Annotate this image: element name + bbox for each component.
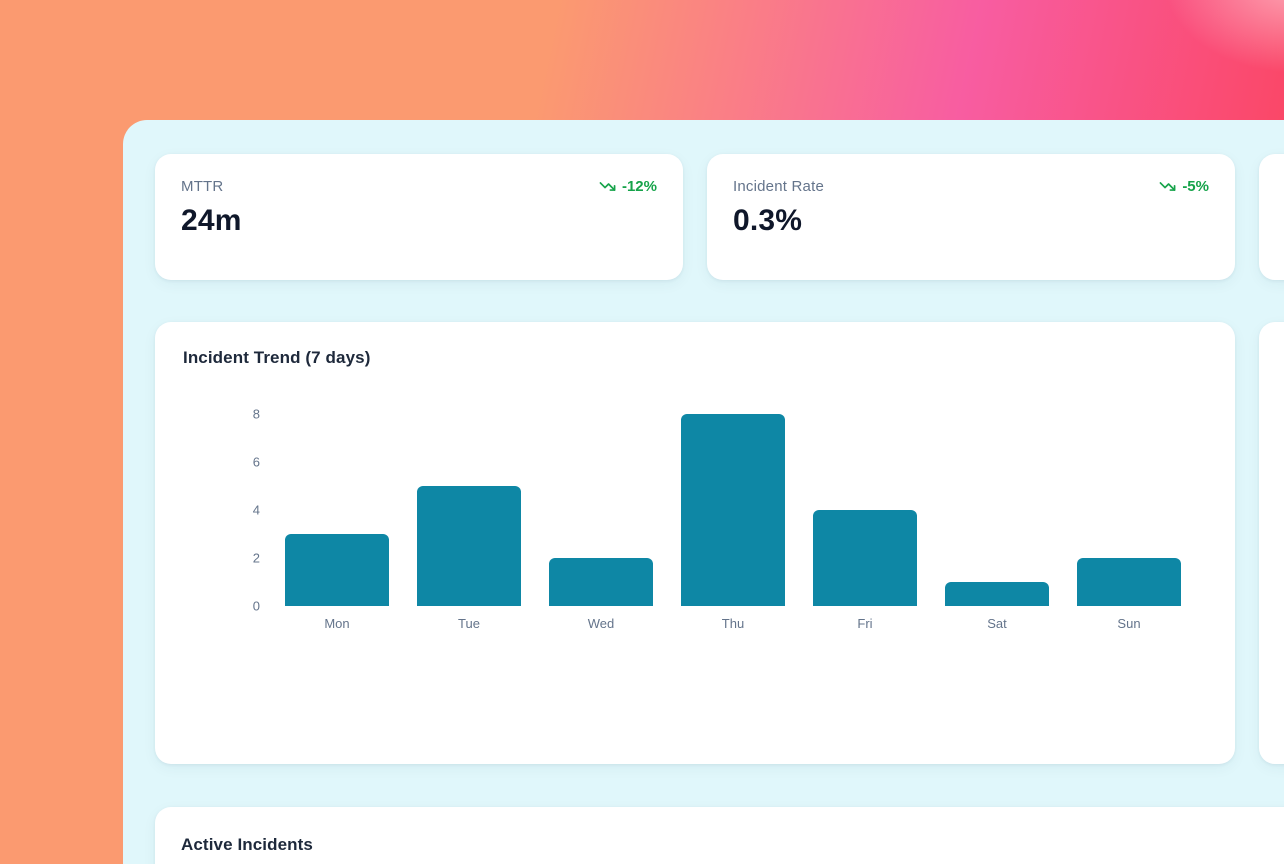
bar-thu xyxy=(681,414,785,606)
x-tick-label: Sat xyxy=(987,616,1007,631)
stat-value: 0.3% xyxy=(733,204,803,237)
stat-card-header: Incident Rate -5% xyxy=(733,178,1209,195)
bar-column xyxy=(799,414,931,606)
bar-column xyxy=(535,414,667,606)
stat-value: 24m xyxy=(181,204,242,237)
stat-card-header: MTTR -12% xyxy=(181,178,657,195)
x-tick-label: Sun xyxy=(1117,616,1141,631)
bar-column xyxy=(931,414,1063,606)
trending-down-icon xyxy=(1159,182,1176,191)
stat-card-incident-rate: Incident Rate -5% 0.3% xyxy=(707,154,1235,280)
x-tick-label: Mon xyxy=(324,616,350,631)
bar-column xyxy=(403,414,535,606)
incidents-row: Active Incidents xyxy=(155,807,1284,864)
x-tick-label: Wed xyxy=(587,616,615,631)
trend-value: -12% xyxy=(621,178,657,195)
stats-row: MTTR -12% 24m Incident Rate xyxy=(155,154,1284,280)
stat-label: Incident Rate xyxy=(733,178,824,195)
trending-down-icon xyxy=(599,182,616,191)
x-tick-label: Fri xyxy=(857,616,873,631)
bar-sun xyxy=(1077,558,1181,606)
bar-mon xyxy=(285,534,389,606)
bar-tue xyxy=(417,486,521,606)
trend-value: -5% xyxy=(1182,178,1209,195)
bar-column xyxy=(667,414,799,606)
side-card-partial xyxy=(1259,322,1284,764)
bar-chart: 0 2 4 6 8 Mon Tue Wed Thu Fri Sat Sun xyxy=(183,407,1207,631)
plot-wrap: Mon Tue Wed Thu Fri Sat Sun xyxy=(271,414,1195,631)
stat-card-partial xyxy=(1259,154,1284,280)
y-tick-label: 4 xyxy=(252,502,260,518)
x-axis-labels: Mon Tue Wed Thu Fri Sat Sun xyxy=(271,616,1195,631)
bar-sat xyxy=(945,582,1049,606)
stat-label: MTTR xyxy=(181,178,224,195)
y-tick-label: 2 xyxy=(252,550,260,566)
x-tick-label: Thu xyxy=(721,616,745,631)
trend-badge: -12% xyxy=(599,178,657,195)
incidents-title: Active Incidents xyxy=(181,835,313,854)
dashboard-panel: MTTR -12% 24m Incident Rate xyxy=(123,120,1284,864)
stat-card-mttr: MTTR -12% 24m xyxy=(155,154,683,280)
y-axis: 0 2 4 6 8 xyxy=(183,407,271,614)
plot-area xyxy=(271,414,1195,606)
bar-fri xyxy=(813,510,917,606)
bar-wed xyxy=(549,558,653,606)
x-tick-label: Tue xyxy=(458,616,480,631)
y-tick-label: 6 xyxy=(252,454,260,470)
y-tick-label: 0 xyxy=(252,598,260,614)
active-incidents-card: Active Incidents xyxy=(155,807,1284,864)
incident-trend-card: Incident Trend (7 days) 0 2 4 6 8 Mon Tue Wed T… xyxy=(155,322,1235,764)
trend-badge: -5% xyxy=(1159,178,1209,195)
chart-title: Incident Trend (7 days) xyxy=(183,348,371,367)
bar-column xyxy=(271,414,403,606)
y-tick-label: 8 xyxy=(252,406,260,422)
charts-row: Incident Trend (7 days) 0 2 4 6 8 Mon Tue Wed T… xyxy=(155,322,1284,764)
bar-column xyxy=(1063,414,1195,606)
